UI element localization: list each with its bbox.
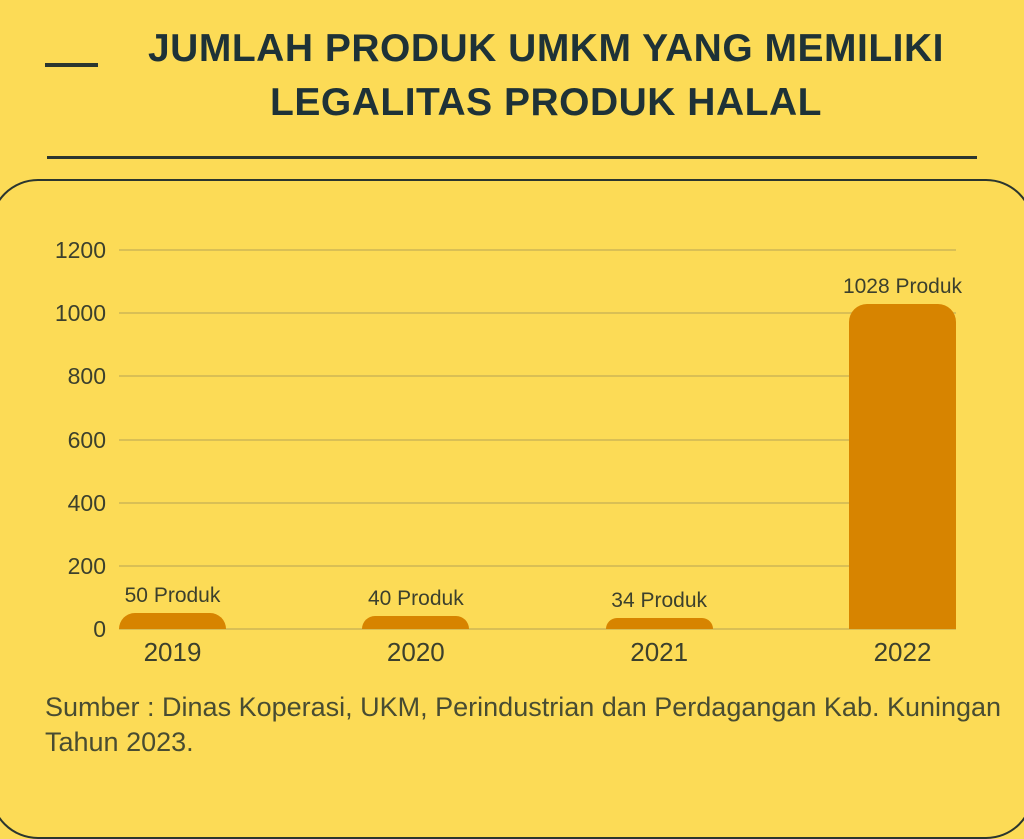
page-title-line2: LEGALITAS PRODUK HALAL <box>270 81 822 124</box>
plot-area: 0 200 400 600 800 1000 1200 50 Produk 2019 40 Pro… <box>55 238 962 667</box>
x-axis-label-2020: 2020 <box>386 637 445 667</box>
y-axis-tick-600: 600 <box>67 426 106 453</box>
bar-2022: 1028 Produk <box>843 275 962 629</box>
value-label-2021: 34 Produk <box>611 589 708 612</box>
gridline-200 <box>119 564 956 567</box>
value-label-2019: 50 Produk <box>124 584 221 607</box>
source-note-line2: Tahun 2023. <box>45 727 194 757</box>
bar-2020: 40 Produk <box>362 587 470 629</box>
gridline-0 <box>119 628 956 630</box>
bar-2021: 34 Produk <box>605 589 713 629</box>
bar-column-2019: 50 Produk 2019 <box>119 584 226 667</box>
gridline-600 <box>119 438 956 441</box>
bar-column-2020: 40 Produk 2020 <box>362 587 470 667</box>
value-label-2022: 1028 Produk <box>842 275 963 298</box>
x-axis-label-2021: 2021 <box>630 637 689 667</box>
source-note: Sumber : Dinas Koperasi, UKM, Perindustr… <box>45 690 1001 760</box>
x-axis-label-2019: 2019 <box>143 637 202 667</box>
y-axis-tick-1000: 1000 <box>54 300 106 327</box>
y-axis-tick-1200: 1200 <box>54 237 106 263</box>
bars-container: 50 Produk 2019 40 Produk 2020 34 Produk 2021 1… <box>119 275 962 667</box>
page-title: JUMLAH PRODUK UMKM YANG MEMILIKI LEGALIT… <box>100 22 992 130</box>
header-separator-line <box>47 156 977 159</box>
bar-column-2021: 34 Produk 2021 <box>605 589 713 667</box>
page-title-line1: JUMLAH PRODUK UMKM YANG MEMILIKI <box>147 27 945 70</box>
y-axis-tick-0: 0 <box>93 616 106 642</box>
gridline-400 <box>119 501 956 504</box>
gridline-1000 <box>119 312 956 315</box>
y-axis-tick-200: 200 <box>67 552 106 579</box>
y-axis-tick-800: 800 <box>67 363 106 390</box>
title-dash-decoration <box>45 63 98 67</box>
value-label-2020: 40 Produk <box>367 587 464 610</box>
gridline-1200 <box>119 249 956 251</box>
gridline-800 <box>119 375 956 378</box>
y-axis-tick-400: 400 <box>67 489 106 516</box>
source-note-line1: Sumber : Dinas Koperasi, UKM, Perindustr… <box>45 692 1002 722</box>
bar-column-2022: 1028 Produk 2022 <box>843 275 962 667</box>
bar-2019: 50 Produk <box>119 584 226 629</box>
x-axis-label-2022: 2022 <box>873 637 932 667</box>
